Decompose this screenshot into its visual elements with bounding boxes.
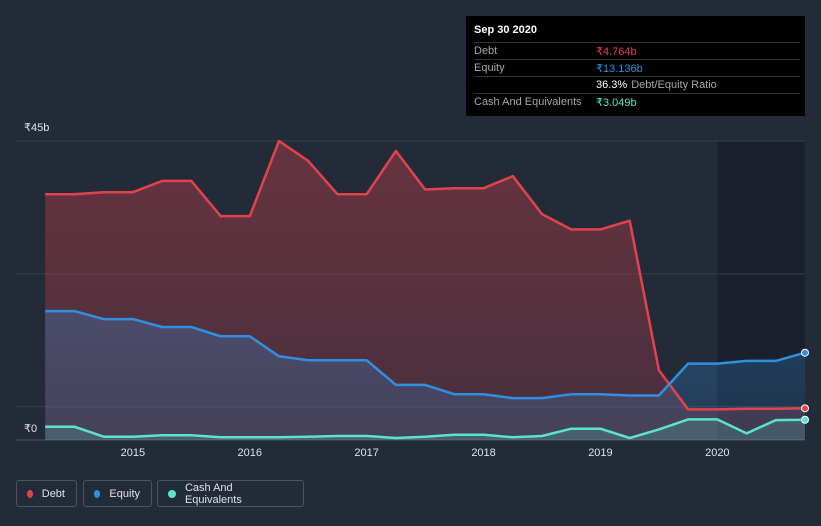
y-tick-label: ₹45b [24, 122, 49, 134]
y-tick-label: ₹0 [24, 423, 37, 435]
cash-area [45, 419, 805, 440]
legend-label: Cash And Equivalents [184, 481, 242, 506]
tooltip-suffix: Debt/Equity Ratio [631, 79, 717, 91]
legend-item-cash[interactable]: Cash And Equivalents [157, 480, 304, 507]
tooltip-date: Sep 30 2020 [474, 24, 537, 36]
tooltip-label: Debt [474, 45, 498, 57]
tooltip-label: Equity [474, 62, 505, 74]
tooltip-value: ₹13.136b [596, 62, 643, 75]
tooltip-value: ₹3.049b [596, 96, 637, 109]
x-tick-label: 2017 [354, 447, 378, 459]
tooltip-row-cash: Cash And Equivalents ₹3.049b [474, 93, 800, 110]
x-tick-label: 2016 [238, 447, 262, 459]
cash-end-marker [801, 415, 809, 424]
tooltip-label: Cash And Equivalents [474, 96, 582, 108]
tooltip-row-debt: Debt ₹4.764b [474, 42, 800, 59]
legend-label: Equity [109, 487, 140, 500]
debt-dot-icon [27, 489, 33, 498]
tooltip-value: 36.3% [596, 79, 628, 91]
legend-item-equity[interactable]: Equity [83, 480, 152, 507]
equity-end-marker [801, 348, 809, 357]
debt-end-marker [801, 404, 809, 413]
cash-line [45, 418, 806, 440]
cash-dot-icon [168, 489, 176, 498]
debt-line [45, 139, 806, 411]
equity-dot-icon [94, 489, 101, 498]
equity-line [45, 309, 806, 400]
equity-area [45, 311, 805, 440]
tooltip: Sep 30 2020 Debt ₹4.764b Equity ₹13.136b… [466, 16, 805, 116]
x-tick-label: 2018 [471, 447, 495, 459]
tooltip-row-equity: Equity ₹13.136b [474, 59, 800, 76]
x-tick-label: 2020 [705, 447, 729, 459]
legend-item-debt[interactable]: Debt [16, 480, 77, 507]
tooltip-row-ratio: 36.3% Debt/Equity Ratio [474, 76, 800, 93]
tooltip-value: ₹4.764b [596, 45, 637, 58]
legend-label: Debt [41, 487, 65, 500]
x-tick-label: 2019 [588, 447, 612, 459]
x-tick-label: 2015 [121, 447, 145, 459]
